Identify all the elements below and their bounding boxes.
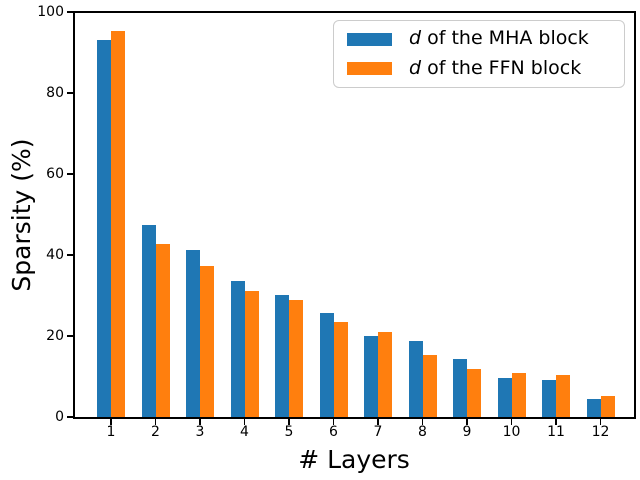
x-tick-label: 11 [547, 424, 565, 440]
mha-bar-layer-9 [453, 358, 467, 417]
x-tick-label: 1 [106, 424, 116, 440]
y-tick-mark [67, 92, 73, 94]
mha-bar-layer-3 [186, 250, 200, 417]
x-tick-mark [243, 419, 246, 425]
ffn-bar-layer-10 [511, 372, 526, 417]
x-tick-label: 2 [151, 424, 160, 440]
x-tick-mark [110, 419, 112, 425]
x-tick-mark [154, 419, 157, 425]
ffn-bar-layer-6 [333, 321, 348, 417]
legend-item: d of the FFN block [347, 57, 624, 80]
x-tick-mark [466, 419, 468, 425]
y-tick-mark [67, 335, 73, 337]
ffn-bar-layer-7 [378, 331, 392, 417]
y-axis-label: Sparsity (%) [7, 138, 36, 292]
legend-swatch [347, 62, 392, 76]
x-tick-mark [510, 419, 513, 425]
y-tick-mark [67, 416, 73, 418]
ffn-bar-layer-9 [467, 369, 481, 417]
mha-bar-layer-4 [230, 280, 245, 417]
y-tick-label: 100 [37, 4, 64, 20]
x-tick-label: 10 [502, 424, 521, 440]
ffn-bar-layer-3 [200, 265, 214, 417]
ffn-bar-layer-1 [111, 31, 125, 417]
y-tick-label: 80 [46, 85, 64, 101]
x-tick-label: 12 [591, 424, 610, 440]
mha-bar-layer-6 [319, 312, 334, 417]
ffn-bar-layer-4 [244, 291, 259, 417]
x-tick-label: 6 [329, 424, 338, 440]
ffn-bar-layer-2 [155, 243, 170, 417]
y-tick-label: 60 [46, 166, 64, 182]
x-tick-label: 4 [240, 424, 249, 440]
x-tick-mark [288, 419, 290, 425]
mha-bar-layer-5 [275, 295, 289, 417]
mha-bar-layer-10 [497, 378, 512, 417]
mha-bar-layer-12 [586, 398, 601, 417]
legend-item: d of the MHA block [347, 27, 624, 50]
mha-bar-layer-2 [141, 225, 156, 417]
x-tick-mark [555, 419, 557, 425]
ffn-bar-layer-12 [600, 396, 615, 417]
ffn-bar-layer-5 [289, 299, 303, 417]
y-tick-label: 20 [46, 328, 64, 344]
x-axis-label: # Layers [298, 445, 410, 474]
x-tick-label: 5 [284, 424, 294, 440]
x-tick-label: 9 [462, 424, 472, 440]
ffn-bar-layer-11 [556, 375, 570, 417]
mha-bar-layer-8 [408, 340, 423, 417]
y-tick-mark [67, 173, 73, 175]
x-tick-mark [421, 419, 424, 425]
x-tick-mark [377, 419, 379, 425]
y-tick-label: 40 [46, 247, 64, 263]
legend-label: d of the FFN block [409, 57, 582, 79]
y-tick-label: 0 [55, 409, 64, 425]
y-tick-mark [67, 11, 73, 13]
x-tick-mark [199, 419, 201, 425]
x-tick-label: 3 [195, 424, 205, 440]
mha-bar-layer-11 [542, 379, 556, 417]
legend-label: d of the MHA block [409, 27, 589, 50]
mha-bar-layer-1 [97, 40, 111, 417]
x-tick-label: 8 [418, 424, 427, 440]
x-tick-mark [599, 419, 602, 425]
y-tick-mark [67, 254, 73, 256]
x-tick-mark [332, 419, 335, 425]
ffn-bar-layer-8 [422, 355, 437, 417]
legend-swatch [347, 32, 392, 46]
x-tick-label: 7 [373, 424, 383, 440]
mha-bar-layer-7 [364, 335, 378, 417]
legend: d of the MHA block d of the FFN block [333, 20, 625, 88]
